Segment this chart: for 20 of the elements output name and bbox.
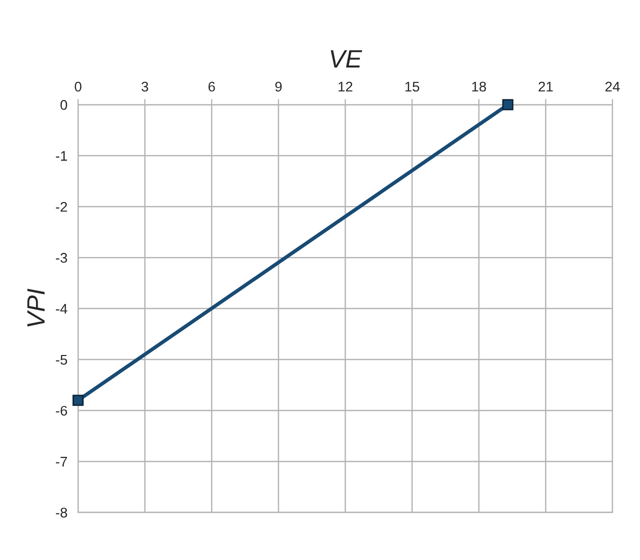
y-axis-title: VPI: [27, 288, 45, 327]
x-tick-label: 21: [538, 82, 553, 92]
y-tick-label: -5: [56, 354, 68, 365]
y-tick-label: -7: [56, 456, 67, 466]
x-tick-label: 12: [338, 82, 352, 92]
y-tick-label: 0: [60, 100, 68, 110]
y-tick-label: -6: [56, 406, 68, 416]
y-tick-label: -2: [56, 202, 67, 212]
y-tick-label: -1: [56, 151, 67, 161]
x-tick-label: 3: [142, 82, 148, 92]
y-tick-label: -4: [56, 304, 68, 314]
x-tick-label: 9: [275, 82, 282, 92]
y-tick-label: -3: [56, 252, 68, 263]
x-axis-title: VE: [330, 50, 362, 68]
x-tick-label: 0: [74, 82, 82, 92]
x-tick-label: 15: [405, 82, 420, 92]
y-tick-label: -8: [56, 508, 68, 518]
x-tick-label: 24: [605, 82, 620, 92]
x-tick-label: 6: [208, 82, 215, 92]
x-tick-label: 18: [472, 82, 486, 92]
